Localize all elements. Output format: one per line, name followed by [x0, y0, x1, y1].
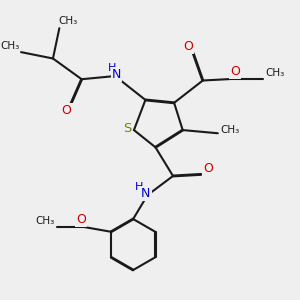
- Text: N: N: [141, 187, 151, 200]
- Text: O: O: [184, 40, 194, 53]
- Text: S: S: [123, 122, 131, 135]
- Text: N: N: [112, 68, 122, 81]
- Text: O: O: [203, 162, 213, 175]
- Text: O: O: [76, 214, 86, 226]
- Text: O: O: [62, 104, 72, 117]
- Text: H: H: [134, 182, 143, 192]
- Text: CH₃: CH₃: [35, 216, 54, 226]
- Text: CH₃: CH₃: [0, 41, 20, 51]
- Text: CH₃: CH₃: [266, 68, 285, 78]
- Text: CH₃: CH₃: [220, 125, 239, 135]
- Text: O: O: [230, 65, 240, 78]
- Text: CH₃: CH₃: [58, 16, 78, 26]
- Text: H: H: [108, 63, 116, 73]
